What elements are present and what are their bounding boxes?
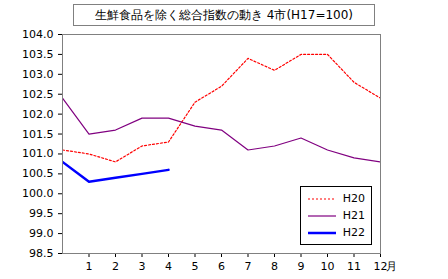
svg-text:1: 1 [86,260,93,273]
html-text:H21: H21 [342,209,365,222]
svg-text:102.0: 102.0 [22,108,54,121]
html-text:H22: H22 [342,226,365,239]
svg-text:8: 8 [271,260,278,273]
svg-text:103.0: 103.0 [22,68,54,81]
svg-text:102.5: 102.5 [22,88,54,101]
svg-text:103.5: 103.5 [22,48,54,61]
svg-text:100.5: 100.5 [22,167,54,180]
svg-text:104.0: 104.0 [22,28,54,41]
html-text:生鮮食品を除く総合指数の動き 4市(H17=100): 生鮮食品を除く総合指数の動き 4市(H17=100) [95,8,353,22]
html-text:H20: H20 [342,192,365,205]
svg-text:9: 9 [298,260,305,273]
svg-text:11: 11 [347,260,361,273]
svg-text:101.5: 101.5 [22,128,54,141]
svg-text:3: 3 [139,260,146,273]
svg-text:101.0: 101.0 [22,147,54,160]
svg-text:10: 10 [321,260,335,273]
svg-text:99.5: 99.5 [29,207,54,220]
svg-text:6: 6 [218,260,225,273]
svg-text:98.5: 98.5 [29,247,54,260]
svg-text:12: 12 [373,260,388,274]
svg-text:100.0: 100.0 [22,187,54,200]
svg-text:5: 5 [192,260,199,273]
svg-text:99.0: 99.0 [29,227,54,240]
svg-text:月: 月 [386,260,397,273]
svg-text:7: 7 [245,260,252,273]
svg-text:2: 2 [112,260,119,273]
svg-text:4: 4 [165,260,172,273]
